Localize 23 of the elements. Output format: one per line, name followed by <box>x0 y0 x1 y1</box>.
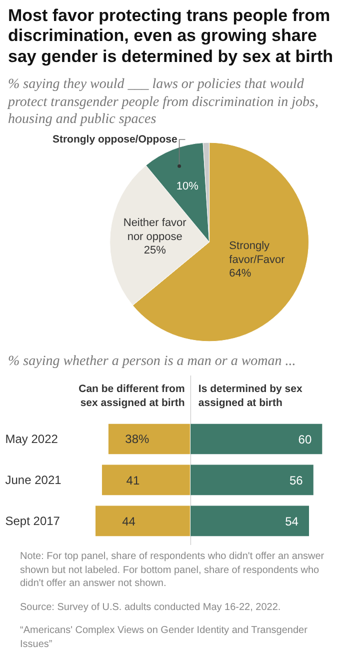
data-label: 41 <box>126 474 140 488</box>
data-label: 25% <box>144 244 166 256</box>
chart-subtitle: % saying they would ___ laws or policies that would protect transgender people from discrimination in jobs, housing and public spaces <box>8 76 320 129</box>
slice-label: Strongly oppose/Oppose <box>52 133 178 146</box>
data-label: 64% <box>229 267 252 280</box>
y-tick-label: Sept 2017 <box>5 514 60 528</box>
text: “Americans' Complex Views on Gender Identity and Transgender Issues” <box>20 624 308 652</box>
y-tick-label: June 2021 <box>5 473 62 488</box>
chart-subtitle: Can be different from sex assigned at birth <box>78 382 185 410</box>
text: Note: For top panel, share of respondents who didn't offer an answer shown but not labeled. For bottom panel, share of respondents who didn't offer an answer not shown. <box>20 550 326 591</box>
slice-label: Neither favor nor oppose <box>123 216 187 243</box>
chart-title: Most favor protecting trans people from discrimination, even as growing share say gender is determined by sex at birth <box>8 6 334 68</box>
source-note: Source: Survey of U.S. adults conducted May 16-22, 2022. <box>20 600 281 614</box>
data-label: 38% <box>125 432 150 446</box>
data-label: 10% <box>176 180 199 192</box>
chart-title: % saying whether a person is a man or a woman ... <box>8 352 296 370</box>
data-label: 60 <box>298 432 312 447</box>
data-label: 54 <box>285 514 299 529</box>
data-label: 56 <box>290 474 304 488</box>
slice-label: Strongly favor/Favor <box>229 240 286 266</box>
data-label: 44 <box>122 514 136 529</box>
y-tick-label: May 2022 <box>5 432 58 446</box>
chart-subtitle: Is determined by sex assigned at birth <box>198 382 302 410</box>
